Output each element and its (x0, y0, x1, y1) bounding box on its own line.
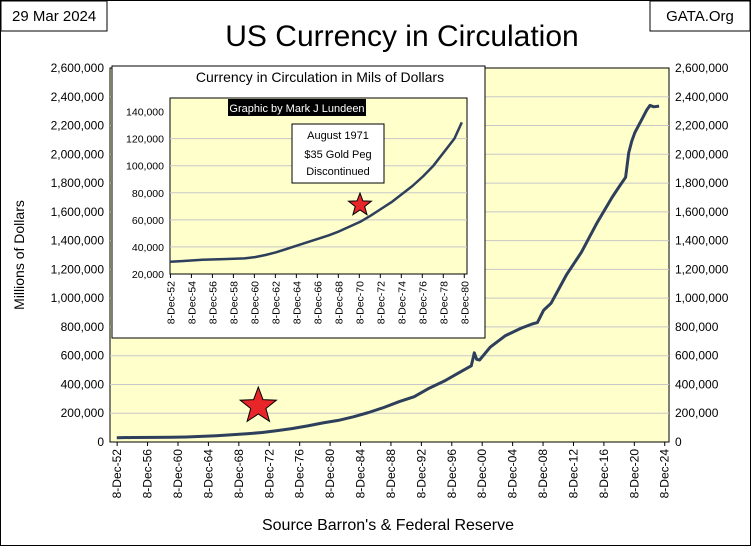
inset-y-tick-labels: 20,000 40,000 60,000 80,000 100,000 120,000 14… (126, 107, 164, 281)
x-tick-label: 8-Dec-74 (396, 281, 408, 324)
credit-label: Graphic by Mark J Lundeen (229, 103, 364, 115)
annotation-box (291, 123, 385, 184)
x-tick-label: 8-Dec-76 (417, 281, 429, 324)
x-tick-label: 8-Dec-64 (201, 449, 215, 499)
x-tick-label: 8-Dec-16 (597, 449, 611, 499)
x-tick-label: 8-Dec-66 (312, 281, 324, 324)
y-tick-label: 40,000 (132, 242, 164, 254)
x-tick-label: 8-Dec-52 (110, 449, 124, 499)
x-tick-label: 8-Dec-56 (207, 281, 219, 324)
main-series-line (116, 103, 660, 440)
y-tick-label: 2,200,000 (51, 119, 105, 133)
x-tick-label: 8-Dec-68 (232, 449, 246, 499)
main-star-marker (238, 385, 278, 423)
x-tick-label: 8-Dec-70 (354, 281, 366, 324)
x-tick-label: 8-Dec-00 (475, 449, 489, 499)
x-tick-label: 8-Dec-54 (186, 281, 198, 324)
inset-star-marker (347, 191, 373, 216)
main-x-tick-labels: 8-Dec-52 8-Dec-56 8-Dec-60 8-Dec-64 8-Dec-68… (110, 449, 672, 499)
y-tick-label: 200,000 (61, 406, 105, 420)
y-tick-label-right: 2,600,000 (675, 61, 729, 75)
y-tick-label: 1,400,000 (51, 234, 105, 248)
x-tick-label: 8-Dec-64 (291, 281, 303, 324)
source-label: GATA.Org (666, 8, 734, 25)
y-tick-label-right: 1,800,000 (675, 176, 729, 190)
chart-title: US Currency in Circulation (225, 20, 578, 53)
date-label: 29 Mar 2024 (12, 8, 96, 25)
x-tick-label: 8-Dec-24 (658, 449, 672, 499)
annotation-line-2: $35 Gold Peg (304, 149, 371, 161)
x-tick-label: 8-Dec-76 (293, 449, 307, 499)
x-tick-label: 8-Dec-80 (323, 449, 337, 499)
y-tick-label: 400,000 (61, 377, 105, 391)
y-tick-label-right: 1,600,000 (675, 205, 729, 219)
main-y-tick-labels-right: 0 200,000 400,000 600,000 800,000 1,000,000 1,… (675, 61, 729, 449)
x-tick-label: 8-Dec-72 (262, 449, 276, 499)
y-tick-label: 2,400,000 (51, 90, 105, 104)
x-tick-label: 8-Dec-12 (566, 449, 580, 499)
y-tick-label: 2,600,000 (51, 61, 105, 75)
x-tick-label: 8-Dec-80 (459, 281, 471, 324)
y-tick-label: 1,800,000 (51, 176, 105, 190)
y-tick-label: 60,000 (132, 215, 164, 227)
y-tick-label: 1,000,000 (51, 291, 105, 305)
y-tick-label: 20,000 (132, 269, 164, 281)
y-tick-label-right: 200,000 (675, 406, 719, 420)
annotation-line-3: Discontinued (306, 166, 370, 178)
x-tick-label: 8-Dec-72 (375, 281, 387, 324)
annotation-line-1: August 1971 (307, 130, 369, 142)
source-box (649, 0, 751, 32)
x-tick-label: 8-Dec-88 (384, 449, 398, 499)
x-tick-label: 8-Dec-78 (438, 281, 450, 324)
x-tick-label: 8-Dec-58 (228, 281, 240, 324)
y-tick-label-right: 2,200,000 (675, 119, 729, 133)
y-tick-label-right: 2,400,000 (675, 90, 729, 104)
x-tick-label: 8-Dec-96 (445, 449, 459, 499)
y-tick-label-right: 1,400,000 (675, 234, 729, 248)
x-tick-label: 8-Dec-08 (536, 449, 550, 499)
x-tick-label: 8-Dec-84 (354, 449, 368, 499)
x-tick-label: 8-Dec-04 (506, 449, 520, 499)
x-tick-label: 8-Dec-60 (249, 281, 261, 324)
y-tick-label: 80,000 (132, 188, 164, 200)
y-tick-label: 800,000 (61, 320, 105, 334)
y-tick-label-right: 600,000 (675, 349, 719, 363)
y-tick-label-right: 1,000,000 (675, 291, 729, 305)
inset-x-tick-labels: 8-Dec-52 8-Dec-54 8-Dec-56 8-Dec-58 8-Dec-60… (165, 281, 471, 324)
date-box (0, 0, 108, 32)
y-tick-label: 1,200,000 (51, 262, 105, 276)
x-tick-label: 8-Dec-52 (165, 281, 177, 324)
y-tick-label-right: 0 (675, 435, 682, 449)
y-tick-label-right: 400,000 (675, 377, 719, 391)
x-tick-label: 8-Dec-60 (171, 449, 185, 499)
x-tick-label: 8-Dec-56 (141, 449, 155, 499)
y-tick-label: 600,000 (61, 349, 105, 363)
inset-series-line (169, 121, 463, 264)
y-tick-label: 120,000 (126, 134, 164, 146)
y-tick-label-right: 1,200,000 (675, 262, 729, 276)
y-tick-label-right: 800,000 (675, 320, 719, 334)
x-tick-label: 8-Dec-92 (414, 449, 428, 499)
x-axis-label: Source Barron's & Federal Reserve (262, 517, 514, 534)
x-tick-label: 8-Dec-62 (270, 281, 282, 324)
y-tick-label: 1,600,000 (51, 205, 105, 219)
y-tick-label-right: 2,000,000 (675, 147, 729, 161)
y-tick-label: 2,000,000 (51, 147, 105, 161)
inset-title: Currency in Circulation in Mils of Dolla… (196, 69, 444, 85)
y-axis-label: Millions of Dollars (11, 200, 27, 310)
x-tick-label: 8-Dec-20 (627, 449, 641, 499)
y-tick-label: 100,000 (126, 161, 164, 173)
credit-box (228, 99, 366, 116)
main-y-tick-labels-left: 0 200,000 400,000 600,000 800,000 1,000,000 1,… (51, 61, 105, 449)
y-tick-label: 140,000 (126, 107, 164, 119)
y-tick-label: 0 (97, 435, 104, 449)
x-tick-label: 8-Dec-68 (333, 281, 345, 324)
